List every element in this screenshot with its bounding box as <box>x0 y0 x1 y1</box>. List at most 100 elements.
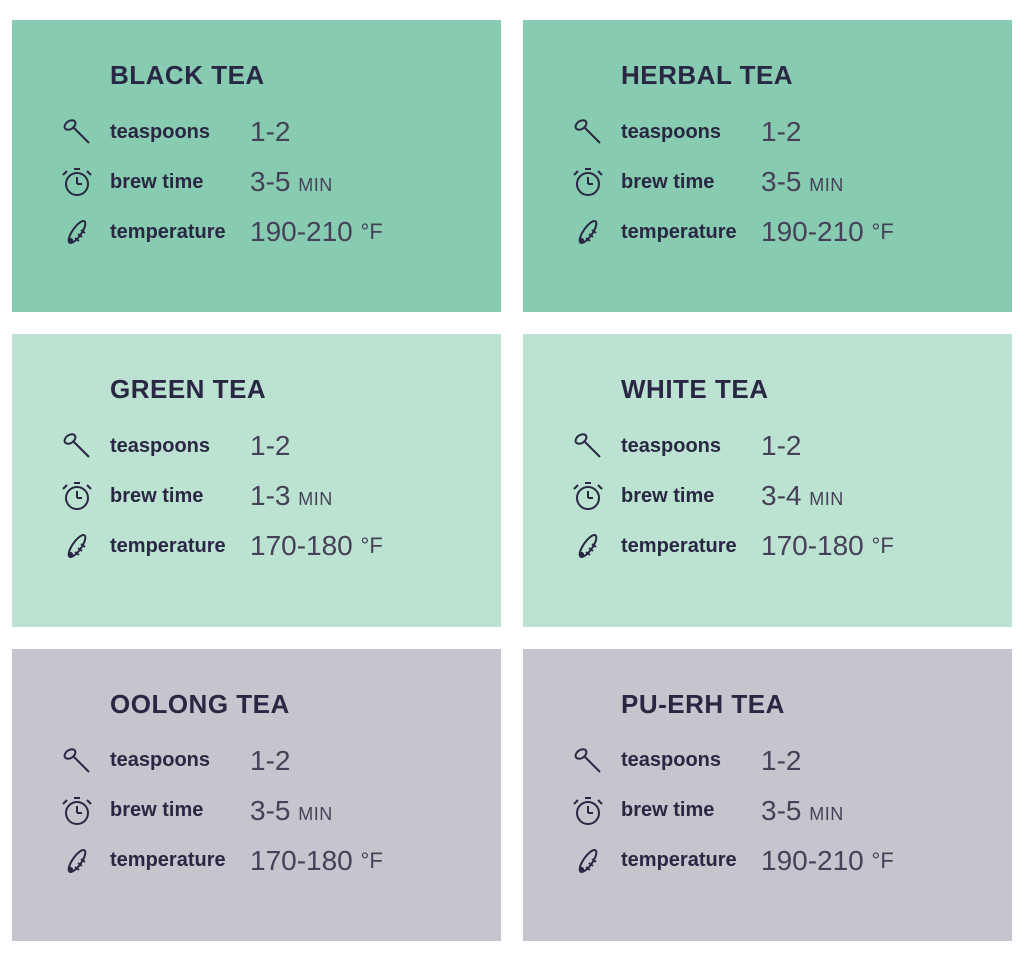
teaspoons-value: 1-2 <box>761 432 801 460</box>
brewtime-label: brew time <box>110 485 250 508</box>
tea-title: GREEN TEA <box>110 374 461 405</box>
temperature-unit: °F <box>872 848 894 873</box>
temperature-unit: °F <box>361 219 383 244</box>
temperature-unit: °F <box>872 219 894 244</box>
spoon-icon <box>571 115 605 149</box>
temperature-value: 170-180 °F <box>250 532 383 560</box>
temperature-row: temperature 190-210 °F <box>60 215 461 249</box>
brewtime-row: brew time 3-5 MIN <box>571 165 972 199</box>
temperature-number: 170-180 <box>761 530 864 561</box>
temperature-label: temperature <box>110 535 250 558</box>
temperature-number: 170-180 <box>250 530 353 561</box>
tea-card-black: BLACK TEA teaspoons 1-2 brew time 3-5 MI… <box>12 20 501 312</box>
brewtime-value: 1-3 MIN <box>250 482 333 510</box>
teaspoons-row: teaspoons 1-2 <box>60 115 461 149</box>
tea-card-white: WHITE TEA teaspoons 1-2 brew time 3-4 MI… <box>523 334 1012 626</box>
spoon-icon <box>571 744 605 778</box>
teaspoons-label: teaspoons <box>110 435 250 458</box>
temperature-value: 190-210 °F <box>761 218 894 246</box>
temperature-row: temperature 170-180 °F <box>60 529 461 563</box>
brewtime-value: 3-5 MIN <box>761 797 844 825</box>
temperature-number: 190-210 <box>761 216 864 247</box>
brewtime-label: brew time <box>621 485 761 508</box>
teaspoons-label: teaspoons <box>110 121 250 144</box>
brewtime-label: brew time <box>621 171 761 194</box>
teaspoons-row: teaspoons 1-2 <box>60 429 461 463</box>
temperature-row: temperature 170-180 °F <box>60 844 461 878</box>
teaspoons-value: 1-2 <box>761 118 801 146</box>
spoon-icon <box>60 115 94 149</box>
temperature-value: 170-180 °F <box>250 847 383 875</box>
brewtime-number: 3-5 <box>250 166 290 197</box>
teaspoons-label: teaspoons <box>110 749 250 772</box>
thermometer-icon <box>571 529 605 563</box>
temperature-row: temperature 190-210 °F <box>571 844 972 878</box>
temperature-unit: °F <box>872 533 894 558</box>
teaspoons-label: teaspoons <box>621 749 761 772</box>
brewtime-number: 3-5 <box>761 166 801 197</box>
brewtime-unit: MIN <box>809 489 844 509</box>
tea-title: WHITE TEA <box>621 374 972 405</box>
temperature-number: 190-210 <box>761 845 864 876</box>
teaspoons-row: teaspoons 1-2 <box>571 429 972 463</box>
tea-card-green: GREEN TEA teaspoons 1-2 brew time 1-3 MI… <box>12 334 501 626</box>
brewtime-unit: MIN <box>298 804 333 824</box>
brewtime-row: brew time 1-3 MIN <box>60 479 461 513</box>
tea-title: PU-ERH TEA <box>621 689 972 720</box>
spoon-icon <box>60 744 94 778</box>
thermometer-icon <box>60 215 94 249</box>
teaspoons-label: teaspoons <box>621 435 761 458</box>
tea-card-puerh: PU-ERH TEA teaspoons 1-2 brew time 3-5 M… <box>523 649 1012 941</box>
temperature-value: 170-180 °F <box>761 532 894 560</box>
teaspoons-row: teaspoons 1-2 <box>571 744 972 778</box>
brewtime-row: brew time 3-5 MIN <box>571 794 972 828</box>
brewtime-value: 3-5 MIN <box>761 168 844 196</box>
brewtime-row: brew time 3-5 MIN <box>60 794 461 828</box>
brewtime-label: brew time <box>110 799 250 822</box>
clock-icon <box>571 479 605 513</box>
brewtime-unit: MIN <box>809 175 844 195</box>
brewtime-unit: MIN <box>298 175 333 195</box>
brewtime-row: brew time 3-5 MIN <box>60 165 461 199</box>
brewtime-unit: MIN <box>298 489 333 509</box>
thermometer-icon <box>60 529 94 563</box>
brewtime-value: 3-5 MIN <box>250 797 333 825</box>
temperature-label: temperature <box>110 849 250 872</box>
brewtime-label: brew time <box>110 171 250 194</box>
clock-icon <box>571 165 605 199</box>
temperature-label: temperature <box>621 221 761 244</box>
temperature-number: 190-210 <box>250 216 353 247</box>
thermometer-icon <box>60 844 94 878</box>
tea-card-herbal: HERBAL TEA teaspoons 1-2 brew time 3-5 M… <box>523 20 1012 312</box>
clock-icon <box>60 165 94 199</box>
tea-card-oolong: OOLONG TEA teaspoons 1-2 brew time 3-5 M… <box>12 649 501 941</box>
thermometer-icon <box>571 844 605 878</box>
clock-icon <box>60 794 94 828</box>
teaspoons-value: 1-2 <box>761 747 801 775</box>
teaspoons-value: 1-2 <box>250 747 290 775</box>
spoon-icon <box>571 429 605 463</box>
teaspoons-row: teaspoons 1-2 <box>571 115 972 149</box>
brewtime-label: brew time <box>621 799 761 822</box>
tea-grid: BLACK TEA teaspoons 1-2 brew time 3-5 MI… <box>12 20 1012 941</box>
temperature-unit: °F <box>361 533 383 558</box>
thermometer-icon <box>571 215 605 249</box>
teaspoons-value: 1-2 <box>250 432 290 460</box>
temperature-number: 170-180 <box>250 845 353 876</box>
temperature-label: temperature <box>621 535 761 558</box>
temperature-row: temperature 170-180 °F <box>571 529 972 563</box>
temperature-row: temperature 190-210 °F <box>571 215 972 249</box>
brewtime-number: 3-5 <box>761 795 801 826</box>
tea-title: HERBAL TEA <box>621 60 972 91</box>
brewtime-row: brew time 3-4 MIN <box>571 479 972 513</box>
brewtime-value: 3-5 MIN <box>250 168 333 196</box>
temperature-label: temperature <box>621 849 761 872</box>
brewtime-number: 3-4 <box>761 480 801 511</box>
tea-title: BLACK TEA <box>110 60 461 91</box>
temperature-unit: °F <box>361 848 383 873</box>
teaspoons-label: teaspoons <box>621 121 761 144</box>
teaspoons-value: 1-2 <box>250 118 290 146</box>
tea-title: OOLONG TEA <box>110 689 461 720</box>
spoon-icon <box>60 429 94 463</box>
brewtime-value: 3-4 MIN <box>761 482 844 510</box>
